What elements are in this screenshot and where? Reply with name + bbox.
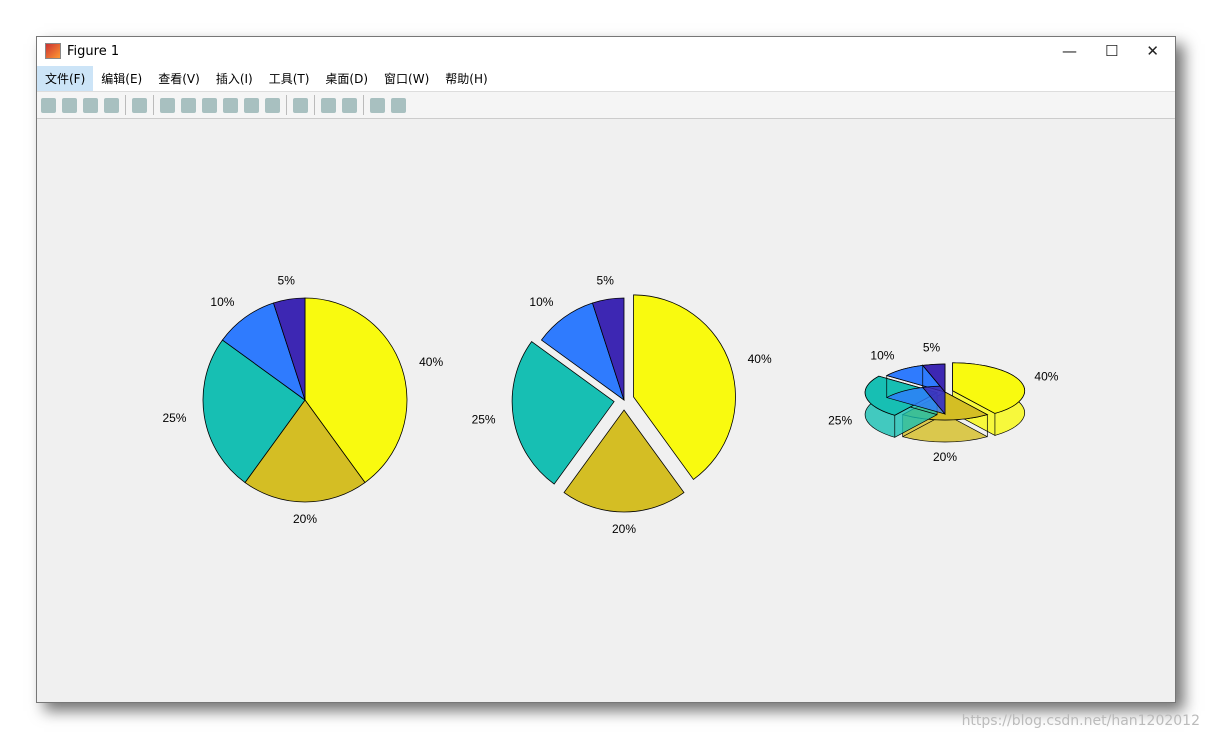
tool[interactable] <box>132 97 147 113</box>
tool[interactable] <box>181 97 196 113</box>
window-controls: — ☐ ✕ <box>1062 42 1159 60</box>
tool[interactable] <box>104 97 119 113</box>
menu-item[interactable]: 插入(I) <box>215 71 253 86</box>
tool[interactable] <box>293 97 308 113</box>
menu-item[interactable]: 文件(F) <box>37 65 94 91</box>
slice-label: 10% <box>870 349 894 363</box>
close[interactable]: ✕ <box>1146 42 1159 60</box>
slice-label: 20% <box>612 522 636 536</box>
tool[interactable] <box>391 97 406 113</box>
menu-bar: 文件(F) 编辑(E) 查看(V) 插入(I) 工具(T) 桌面(D) 窗口(W) 帮助(H) <box>37 65 1175 92</box>
pie-slice <box>511 341 615 485</box>
slice-label: 20% <box>933 450 957 464</box>
pie-slice <box>304 297 408 484</box>
slice-label: 10% <box>210 295 234 309</box>
tool[interactable] <box>223 97 238 113</box>
slice-label: 40% <box>1034 369 1058 383</box>
tool[interactable] <box>41 97 56 113</box>
minimize[interactable]: — <box>1061 42 1077 60</box>
tool[interactable] <box>160 97 175 113</box>
maximize[interactable]: ☐ <box>1104 42 1119 60</box>
tool[interactable] <box>321 97 336 113</box>
slice-top <box>921 363 946 394</box>
menu-item[interactable]: 桌面(D) <box>325 71 369 86</box>
slice-label: 5% <box>923 341 941 355</box>
slice-label: 25% <box>828 414 852 428</box>
menu-item[interactable]: 窗口(W) <box>384 71 430 86</box>
pie-slice <box>244 399 366 503</box>
pie-slice <box>563 409 685 513</box>
menu-item[interactable]: 帮助(H) <box>445 71 488 86</box>
slice-label: 25% <box>472 413 496 427</box>
app-icon <box>45 43 61 59</box>
slice-label: 25% <box>162 411 186 425</box>
menu-item[interactable]: 编辑(E) <box>101 71 143 86</box>
slice-label: 5% <box>597 274 615 288</box>
pie-slice <box>272 297 306 401</box>
pie-slice <box>202 339 306 484</box>
tool[interactable] <box>370 97 385 113</box>
pie3-slice <box>921 363 946 415</box>
slice-label: 5% <box>278 274 296 288</box>
pie-slice <box>591 297 625 401</box>
watermark: https://blog.csdn.net/han1202012 <box>961 713 1200 729</box>
pie-slice <box>633 294 736 480</box>
tool[interactable] <box>342 97 357 113</box>
slice-label: 20% <box>293 512 317 526</box>
slice-label: 40% <box>748 352 772 366</box>
tool[interactable] <box>244 97 259 113</box>
tool[interactable] <box>83 97 98 113</box>
slice-label: 40% <box>419 355 443 369</box>
window-title: Figure 1 <box>67 43 120 59</box>
slice-top <box>952 362 1025 414</box>
slice-label: 10% <box>529 295 553 309</box>
menu-item[interactable]: 工具(T) <box>268 71 310 86</box>
menu-item[interactable]: 查看(V) <box>158 71 200 86</box>
tool[interactable] <box>202 97 217 113</box>
tool[interactable] <box>62 97 77 113</box>
tool[interactable] <box>265 97 280 113</box>
title-bar: Figure 1 — ☐ ✕ <box>37 37 1175 65</box>
toolbar <box>37 92 1175 119</box>
